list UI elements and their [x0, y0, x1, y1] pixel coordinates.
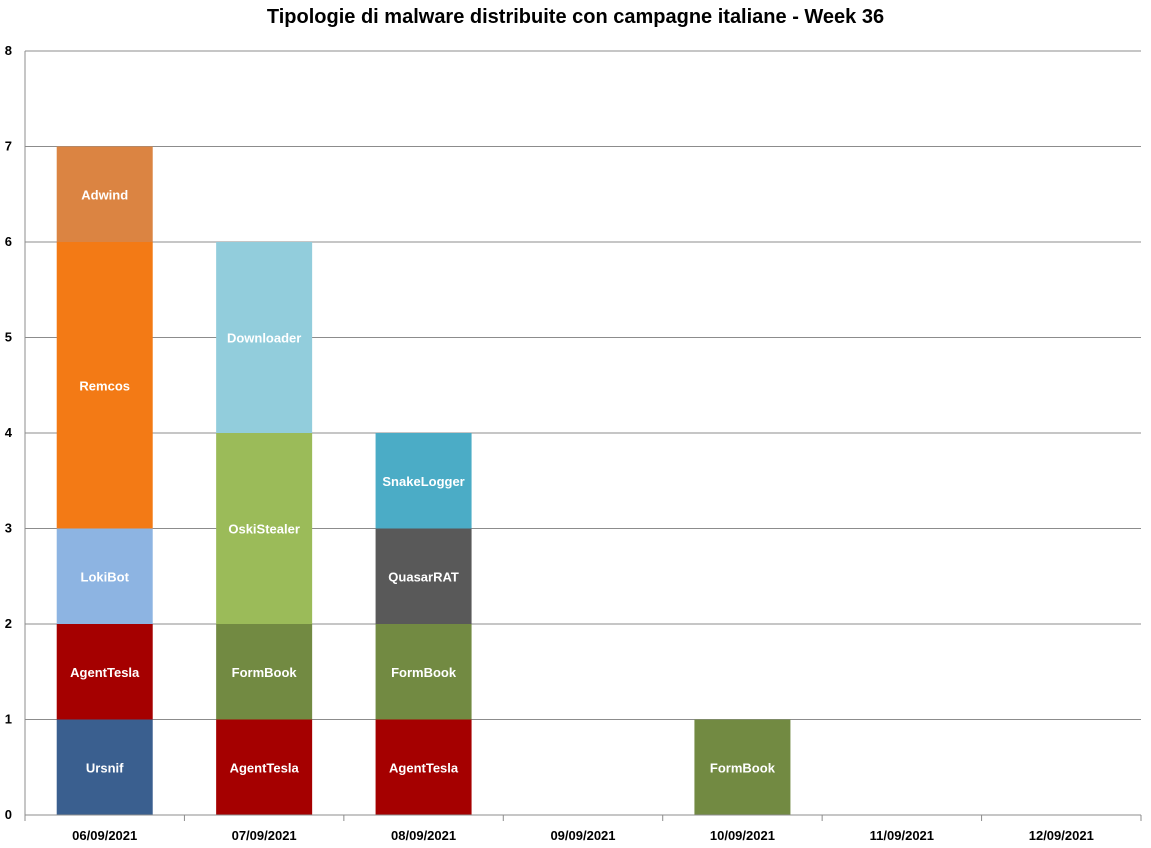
bar-segment-label: LokiBot [81, 569, 130, 584]
y-tick-label: 8 [5, 43, 12, 58]
bar-segment-label: OskiStealer [228, 522, 300, 537]
bar-segment [375, 624, 472, 720]
bar-segment-label: SnakeLogger [382, 474, 464, 489]
x-tick-label: 12/09/2021 [1029, 828, 1094, 843]
bar-segment-label: Remcos [79, 378, 130, 393]
bar-segment [375, 719, 472, 815]
gridlines [25, 50, 1141, 720]
x-tick-label: 09/09/2021 [550, 828, 615, 843]
y-tick-label: 7 [5, 139, 12, 154]
x-tick-label: 07/09/2021 [232, 828, 297, 843]
y-tick-label: 0 [5, 807, 12, 822]
bar-segment-label: AgentTesla [230, 760, 300, 775]
bar-segment [375, 433, 472, 529]
y-tick-label: 1 [5, 712, 12, 727]
y-tick-label: 3 [5, 521, 12, 536]
bar-segment-label: Adwind [81, 187, 128, 202]
bar-segment-label: QuasarRAT [388, 569, 459, 584]
bars [56, 146, 791, 815]
bar-segment-label: FormBook [232, 665, 298, 680]
y-tick-label: 5 [5, 330, 12, 345]
bar-segment [216, 242, 313, 433]
bar-segment [56, 242, 153, 529]
bar-segment-label: Downloader [227, 331, 301, 346]
bar-segment-label: AgentTesla [389, 760, 459, 775]
bar-segment-label: FormBook [710, 760, 776, 775]
axes [24, 51, 1142, 821]
bar-segment [216, 624, 313, 720]
x-tick-label: 11/09/2021 [870, 828, 934, 843]
x-tick-label: 10/09/2021 [710, 828, 775, 843]
x-tick-label: 06/09/2021 [72, 828, 137, 843]
bar-segment [694, 719, 791, 815]
bar-segment [56, 146, 153, 242]
bar-segment-label: Ursnif [86, 760, 124, 775]
chart-title: Tipologie di malware distribuite con cam… [266, 6, 885, 28]
y-tick-label: 2 [5, 616, 12, 631]
y-tick-label: 4 [5, 425, 13, 440]
labels: 0 1 2 3 4 5 6 7 8 06/09/2021 07/09/2021 08/09/2021 0… [5, 43, 1094, 843]
bar-segment [375, 528, 472, 624]
x-tick-label: 08/09/2021 [391, 828, 456, 843]
bar-segment-label: FormBook [391, 665, 457, 680]
bar-segment [56, 719, 153, 815]
y-tick-label: 6 [5, 234, 12, 249]
bar-segment-label: AgentTesla [70, 665, 140, 680]
bar-segment [216, 433, 313, 624]
bar-segment [56, 624, 153, 720]
bar-segment [216, 719, 313, 815]
bar-segment [56, 528, 153, 624]
